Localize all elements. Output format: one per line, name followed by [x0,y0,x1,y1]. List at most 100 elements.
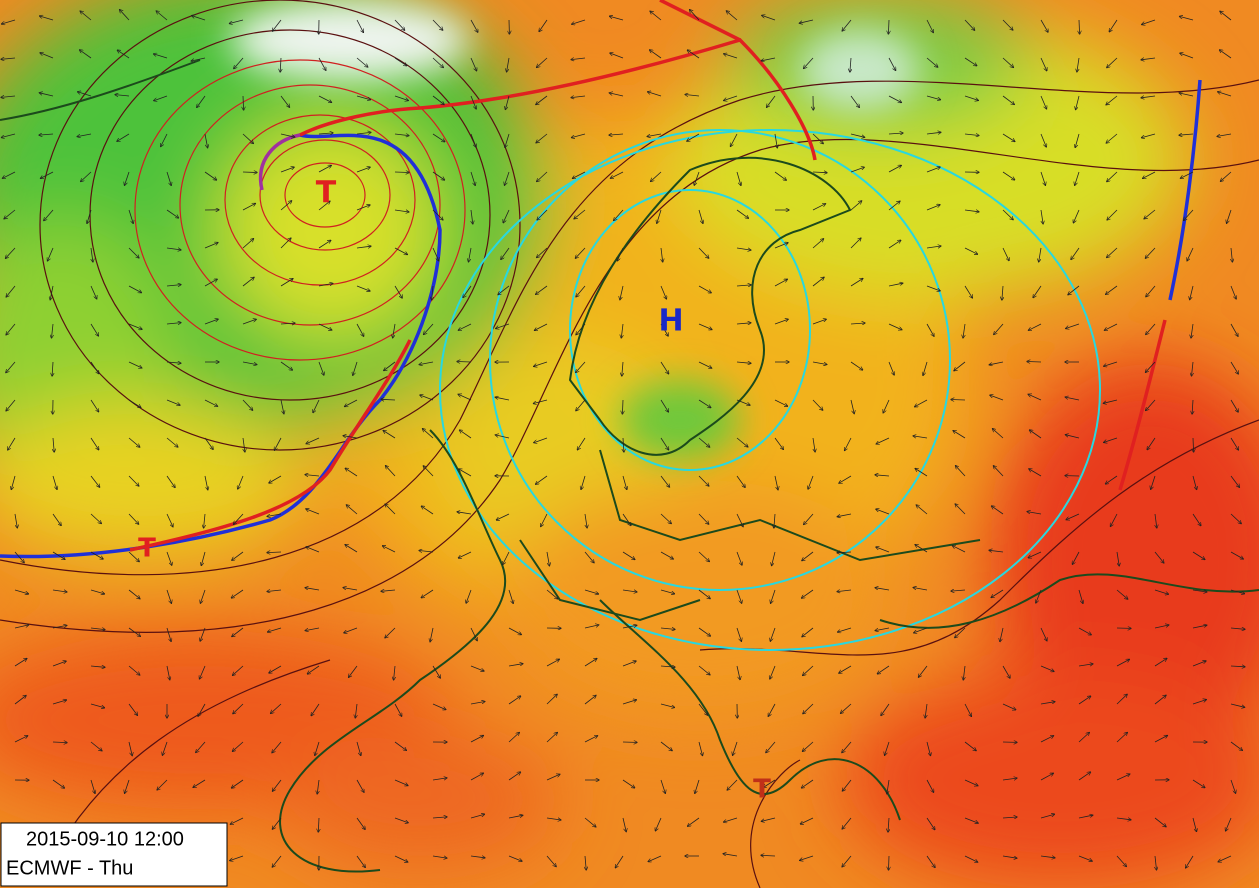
wind-arrow [52,551,65,559]
wind-arrow [166,323,181,324]
wind-arrow [128,665,140,675]
wind-arrow [808,475,814,489]
wind-arrow [423,466,434,477]
wind-arrow [1192,399,1193,414]
wind-arrow [926,95,941,100]
wind-arrow [1078,664,1093,667]
wind-arrow [432,665,440,678]
wind-arrow [1002,817,1017,818]
wind-arrow [232,779,244,788]
wind-arrow [508,589,513,603]
wind-arrow [52,742,67,743]
wind-arrow [1078,589,1083,603]
wind-arrow [204,437,213,449]
wind-arrow [1146,285,1156,297]
wind-arrow [575,247,586,258]
wind-arrow [762,15,776,21]
wind-arrow [394,741,406,750]
wind-arrow [128,703,137,715]
wind-arrow [1040,95,1047,109]
wind-arrow [1040,665,1054,671]
wind-arrow [698,475,709,486]
wind-arrow [800,817,814,824]
wind-arrow [761,57,776,61]
wind-arrow [660,475,670,487]
wind-arrow [1071,247,1080,260]
wind-arrow [724,54,738,59]
wind-arrow [887,779,890,794]
wind-arrow [394,703,402,716]
wind-arrow [698,589,710,599]
wind-arrow [90,703,105,708]
wind-arrow [14,551,24,563]
wind-arrow [953,431,966,439]
wind-arrow [1184,209,1194,220]
wind-arrow [954,361,966,371]
wind-arrow [1002,19,1013,30]
wind-arrow [125,779,130,793]
wind-arrow [90,589,104,594]
wind-arrow [432,855,447,858]
wind-arrow [1104,437,1118,442]
wind-arrow [394,57,407,66]
wind-arrow [812,319,826,325]
wind-arrow [1227,209,1232,223]
low-label: T [138,534,156,564]
wind-arrow [964,703,971,716]
wind-arrow [1192,475,1197,490]
wind-arrow [838,627,852,632]
wind-arrow [52,700,66,705]
wind-arrow [14,513,17,528]
wind-arrow [1192,625,1207,629]
wind-arrow [14,589,28,594]
wind-arrow [766,741,776,753]
model: ECMWF - Thu [6,857,133,879]
wind-arrow [77,133,92,137]
wind-arrow [622,361,623,376]
wind-arrow [280,133,295,137]
wind-arrow [1193,437,1194,452]
wind-arrow [842,779,852,791]
wind-arrow [432,171,445,180]
wind-arrow [432,247,439,261]
wind-arrow [394,817,408,823]
wind-arrow [888,133,903,134]
wind-arrow [128,589,140,599]
wind-arrow [232,551,244,560]
wind-arrow [1186,855,1194,868]
wind-arrow [660,779,665,793]
wind-arrow [166,209,179,218]
wind-arrow [394,172,409,173]
wind-arrow [1002,703,1016,710]
wind-arrow [842,817,852,829]
wind-arrow [1078,772,1091,781]
wind-arrow [1230,589,1245,594]
wind-arrow [128,209,133,223]
wind-arrow [394,19,405,30]
wind-arrow [318,817,319,832]
wind-arrow [698,437,710,447]
wind-arrow [305,475,320,476]
wind-arrow [1142,19,1156,25]
wind-arrow [736,551,742,565]
wind-arrow [280,279,293,287]
wind-arrow [128,551,139,562]
wind-arrow [356,19,363,32]
wind-arrow [1040,773,1053,781]
wind-arrow [964,285,972,298]
wind-arrow [432,19,443,30]
wind-arrow [242,361,257,365]
wind-arrow [1192,513,1201,526]
wind-arrow [1078,733,1089,743]
wind-arrow [584,551,594,563]
wind-arrow [305,627,320,631]
wind-arrow [964,134,979,136]
wind-arrow [505,171,510,185]
wind-arrow [394,855,408,862]
wind-arrow [1116,818,1131,820]
wind-arrow [964,779,978,786]
wind-arrow [1036,589,1042,603]
wind-arrow [52,779,64,788]
wind-arrow [39,134,54,135]
wind-arrow [584,625,599,629]
